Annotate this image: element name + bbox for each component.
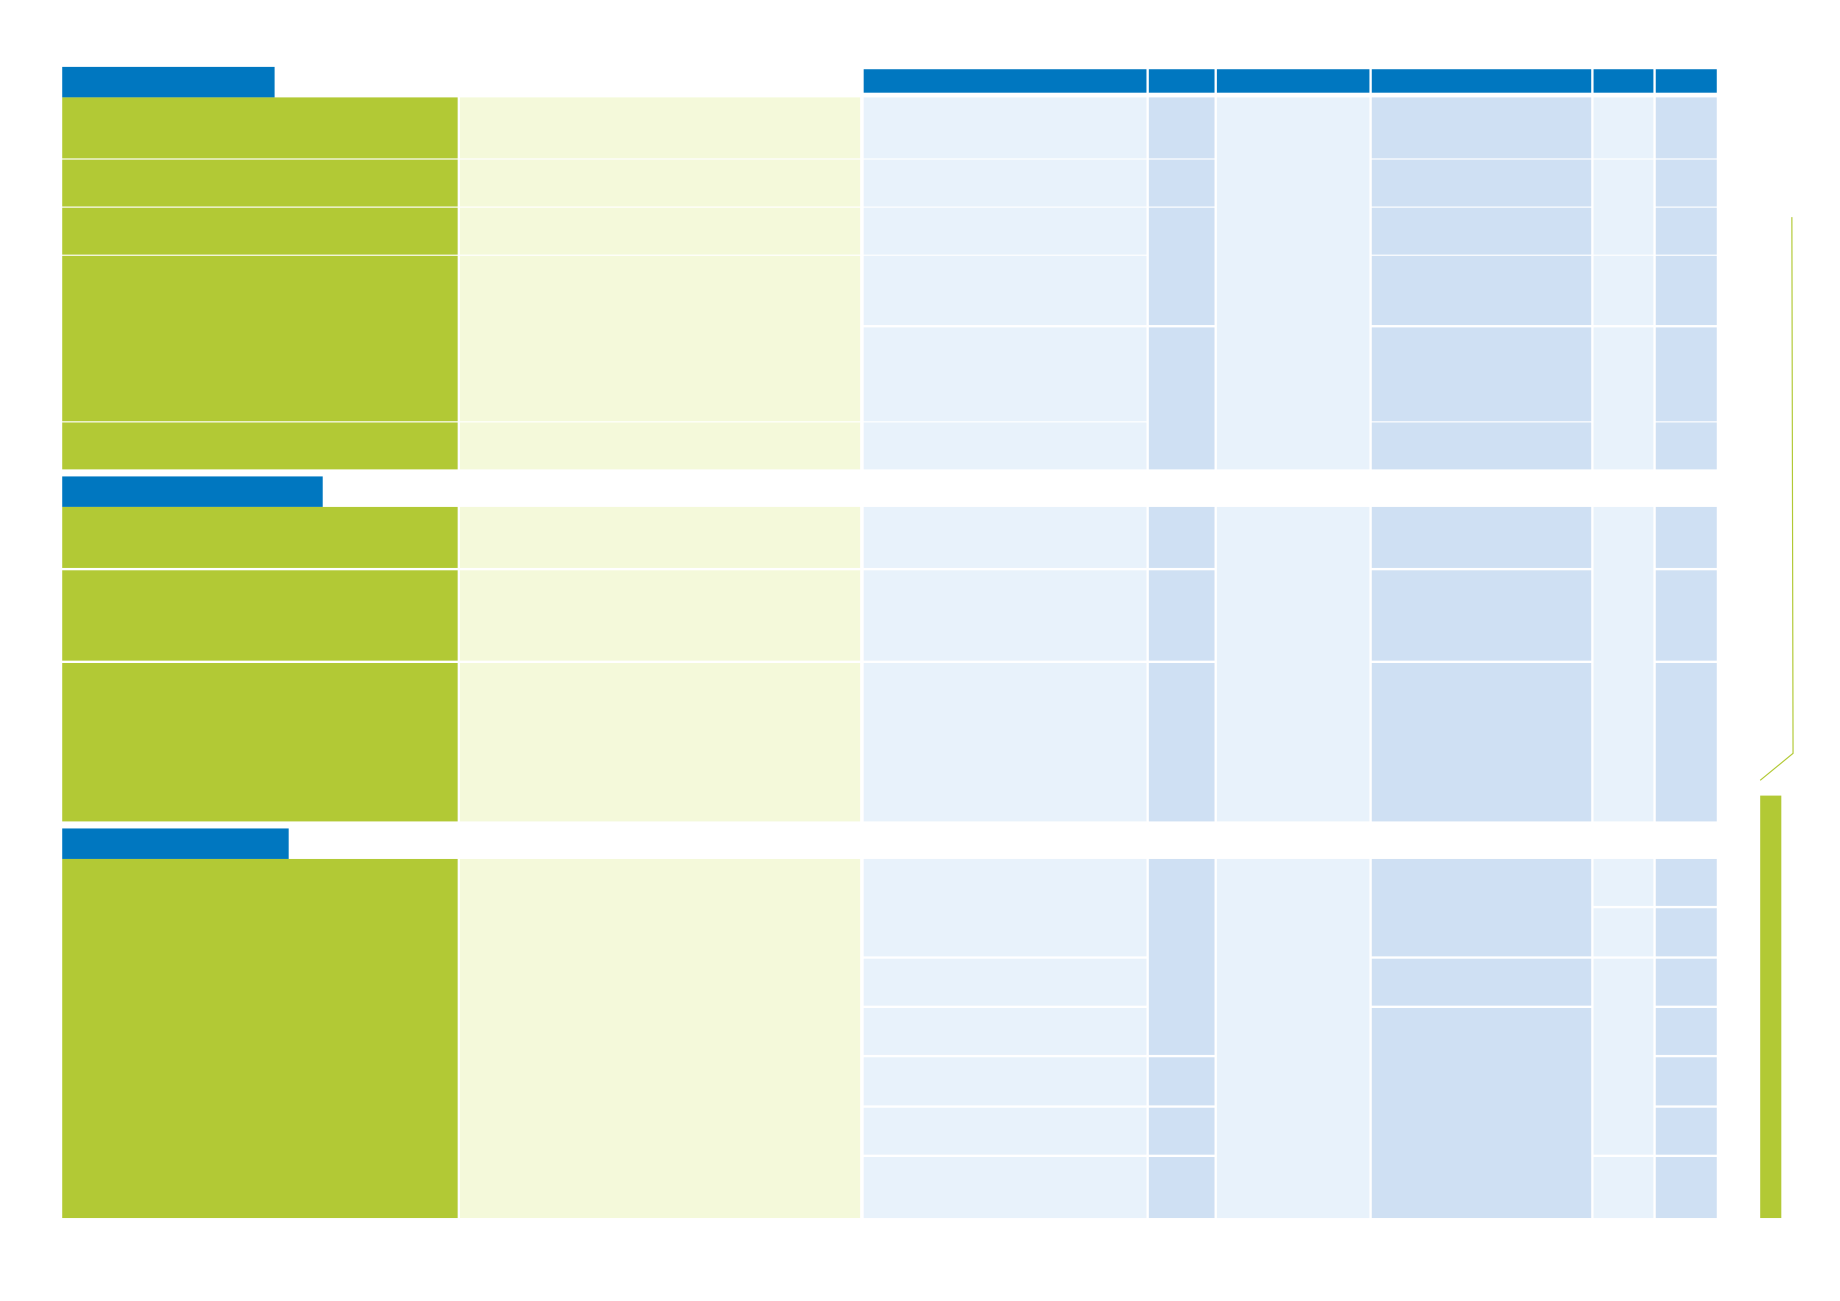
header-cell [1593, 69, 1654, 93]
section-tab [62, 476, 323, 507]
table-cell [1593, 506, 1654, 822]
side-bar [1760, 795, 1782, 1219]
table-cell [1371, 97, 1592, 159]
table-cell [863, 327, 1147, 422]
table-cell [62, 506, 458, 568]
table-cell [1148, 1157, 1215, 1219]
table-cell [1655, 570, 1717, 661]
section-tab [62, 828, 289, 859]
table-cell [460, 570, 861, 661]
header-cell [1371, 69, 1592, 93]
table-cell [1655, 97, 1717, 159]
table-cell [1148, 159, 1215, 207]
table-cell [1655, 207, 1717, 255]
table-cell [1148, 1107, 1215, 1155]
table-cell [460, 858, 861, 1219]
table-cell [863, 207, 1147, 255]
table-cell [1371, 958, 1592, 1006]
table-cell [62, 207, 458, 255]
table-cell [863, 506, 1147, 568]
table-cell [460, 422, 861, 470]
table-cell [1655, 255, 1717, 326]
table-cell [863, 958, 1147, 1006]
table-cell [1593, 958, 1654, 1155]
table-cell [460, 97, 861, 159]
table-cell [460, 255, 861, 422]
table-cell [1216, 97, 1370, 470]
table-cell [1593, 1157, 1654, 1219]
table-cell [62, 570, 458, 661]
table-cell [460, 506, 861, 568]
table-cell [1655, 958, 1717, 1006]
table-cell [1593, 255, 1654, 326]
table-cell [1371, 327, 1592, 422]
table-cell [863, 159, 1147, 207]
table-cell [1371, 858, 1592, 957]
table-cell [1148, 1057, 1215, 1106]
table-cell [1148, 207, 1215, 326]
table-cell [1655, 662, 1717, 822]
table-cell [460, 662, 861, 822]
header-cell [1216, 69, 1370, 93]
table-cell [863, 1107, 1147, 1155]
table-cell [62, 662, 458, 822]
table-cell [863, 1057, 1147, 1106]
table-cell [1593, 97, 1654, 159]
table-cell [1148, 858, 1215, 1055]
table-cell [460, 159, 861, 207]
table-cell [863, 858, 1147, 957]
table-cell [1371, 422, 1592, 470]
table-cell [863, 1157, 1147, 1219]
table-cell [863, 422, 1147, 470]
table-cell [1371, 255, 1592, 326]
table-cell [1216, 858, 1370, 1219]
table-cell [1655, 858, 1717, 906]
table-cell [1148, 97, 1215, 159]
table-cell [62, 858, 458, 1219]
table-cell [1655, 327, 1717, 422]
table-cell [1655, 1007, 1717, 1055]
table-cell [1148, 662, 1215, 822]
header-cell [1655, 69, 1717, 93]
table-cell [1655, 1057, 1717, 1106]
section-tab [62, 66, 275, 98]
table-cell [863, 662, 1147, 822]
table-cell [1148, 570, 1215, 661]
table-cell [1655, 506, 1717, 568]
table-cell [1371, 506, 1592, 568]
table-cell [460, 207, 861, 255]
connector-line [1759, 217, 1794, 781]
table-cell [1371, 1007, 1592, 1219]
table-cell [1371, 159, 1592, 207]
header-cell [1148, 69, 1215, 93]
table-cell [1148, 327, 1215, 470]
table-cell [863, 255, 1147, 326]
table-cell [1371, 662, 1592, 822]
table-cell [1371, 207, 1592, 255]
table-cell [1148, 506, 1215, 568]
table-cell [1593, 159, 1654, 255]
table-cell [62, 97, 458, 159]
table-cell [62, 159, 458, 207]
table-cell [1593, 327, 1654, 470]
table-cell [1655, 908, 1717, 957]
table-cell [863, 97, 1147, 159]
table-cell [1371, 570, 1592, 661]
table-cell [1593, 908, 1654, 957]
table-cell [1655, 1157, 1717, 1219]
table-cell [863, 1007, 1147, 1055]
table-cell [62, 255, 458, 422]
header-cell [863, 69, 1147, 93]
table-cell [1216, 506, 1370, 822]
table-cell [1655, 422, 1717, 470]
table-cell [1593, 858, 1654, 906]
table-cell [1655, 1107, 1717, 1155]
table-cell [62, 422, 458, 470]
table-cell [1655, 159, 1717, 207]
table-cell [863, 570, 1147, 661]
